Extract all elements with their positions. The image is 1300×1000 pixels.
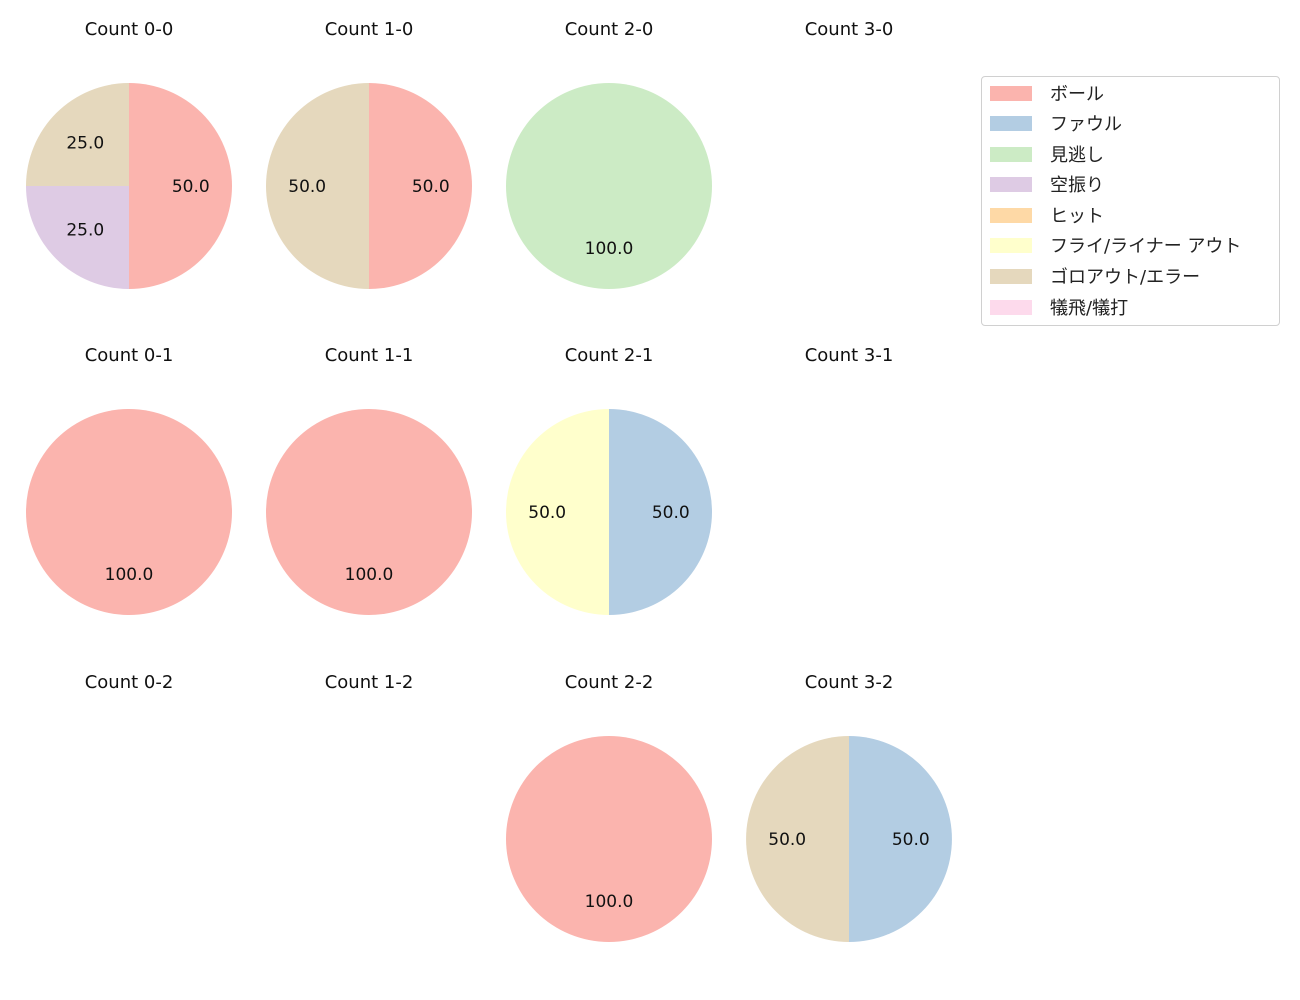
slice-label: 50.0 [528, 503, 566, 523]
legend-label: ファウル [1050, 114, 1122, 135]
legend-item: ファウル [990, 113, 1122, 135]
panel-title: Count 3-0 [805, 19, 894, 40]
legend-swatch [990, 176, 1032, 192]
panel-title: Count 1-2 [325, 672, 414, 693]
pie-slice [266, 409, 472, 615]
legend-swatch [990, 268, 1032, 284]
legend-label: 犠飛/犠打 [1050, 298, 1129, 319]
slice-label: 100.0 [585, 239, 634, 259]
legend-item: 見逃し [990, 144, 1104, 166]
slice-label: 100.0 [345, 565, 394, 585]
pie-slice [506, 83, 712, 289]
legend-swatch [990, 115, 1032, 131]
pie-slice [26, 409, 232, 615]
legend-item: ボール [990, 83, 1104, 105]
pie-slice [266, 83, 369, 289]
legend: ボール ファウル 見逃し 空振り ヒット フライ/ライナー アウト ゴロアウト/… [981, 76, 1280, 326]
slice-label: 50.0 [892, 830, 930, 850]
panel-title: Count 0-2 [85, 672, 174, 693]
legend-label: ヒット [1050, 206, 1104, 227]
slice-label: 50.0 [172, 177, 210, 197]
legend-item: ヒット [990, 205, 1104, 227]
pie-slice [26, 83, 129, 186]
panel-title: Count 2-1 [565, 345, 654, 366]
slice-label: 50.0 [768, 830, 806, 850]
panel-title: Count 2-2 [565, 672, 654, 693]
legend-item: 空振り [990, 174, 1104, 196]
pie-slice [506, 736, 712, 942]
panel-title: Count 0-0 [85, 19, 174, 40]
legend-swatch [990, 85, 1032, 101]
legend-swatch [990, 207, 1032, 223]
slice-label: 100.0 [585, 892, 634, 912]
pie-slice [609, 409, 712, 615]
panel-title: Count 3-1 [805, 345, 894, 366]
pie-slice [369, 83, 472, 289]
panel-title: Count 2-0 [565, 19, 654, 40]
legend-label: ゴロアウト/エラー [1050, 267, 1201, 288]
legend-label: 空振り [1050, 175, 1104, 196]
pie-slice [26, 186, 129, 289]
legend-label: フライ/ライナー アウト [1050, 236, 1242, 257]
panel-title: Count 3-2 [805, 672, 894, 693]
slice-label: 25.0 [66, 221, 104, 241]
legend-swatch [990, 237, 1032, 253]
pie-slice [849, 736, 952, 942]
pie-slice [506, 409, 609, 615]
panel-title: Count 1-1 [325, 345, 414, 366]
slice-label: 25.0 [66, 133, 104, 153]
legend-item: ゴロアウト/エラー [990, 266, 1201, 288]
legend-swatch [990, 299, 1032, 315]
legend-item: フライ/ライナー アウト [990, 235, 1242, 257]
legend-item: 犠飛/犠打 [990, 297, 1129, 319]
slice-label: 100.0 [105, 565, 154, 585]
legend-label: 見逃し [1050, 145, 1104, 166]
panel-title: Count 0-1 [85, 345, 174, 366]
panel-title: Count 1-0 [325, 19, 414, 40]
slice-label: 50.0 [412, 177, 450, 197]
slice-label: 50.0 [652, 503, 690, 523]
legend-swatch [990, 146, 1032, 162]
slice-label: 50.0 [288, 177, 326, 197]
legend-label: ボール [1050, 84, 1104, 105]
pie-slice [746, 736, 849, 942]
pie-slice [129, 83, 232, 289]
